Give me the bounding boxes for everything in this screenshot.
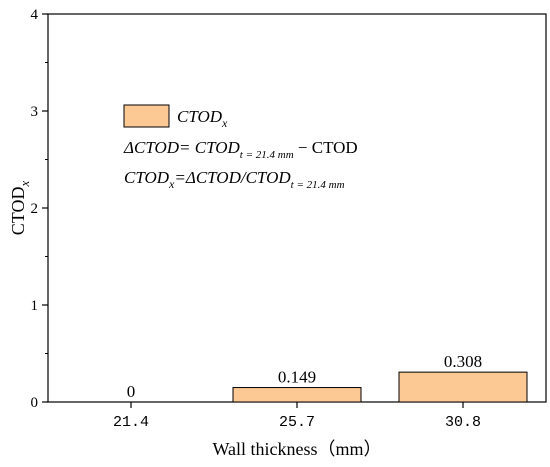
legend-formula-2-sub2: t = 21.4 mm bbox=[291, 179, 345, 191]
data-label: 0 bbox=[127, 382, 136, 401]
y-tick-label: 3 bbox=[31, 104, 39, 120]
legend-formula-1-sub: t = 21.4 mm bbox=[240, 149, 294, 161]
y-tick-label: 0 bbox=[31, 395, 39, 411]
y-axis-title-sub: x bbox=[17, 181, 32, 188]
legend-formula-1: ΔCTOD= CTODt = 21.4 mm − CTOD bbox=[123, 138, 358, 161]
legend-formula-1-rhs: − CTOD bbox=[294, 138, 358, 157]
y-tick-label: 2 bbox=[31, 201, 39, 217]
y-tick-label: 1 bbox=[31, 298, 39, 314]
bars bbox=[232, 371, 528, 403]
x-axis-ticks: 21.4 25.7 30.8 bbox=[113, 402, 481, 431]
legend-formula-1-lhs: ΔCTOD= CTOD bbox=[123, 138, 241, 157]
bar bbox=[232, 387, 362, 403]
plot-frame bbox=[47, 13, 547, 403]
legend-entry-sub: x bbox=[221, 116, 228, 130]
legend-formula-2-main: CTOD bbox=[124, 168, 170, 187]
legend-formula-2: CTODx=ΔCTOD/CTODt = 21.4 mm bbox=[124, 168, 345, 191]
data-label: 0.149 bbox=[278, 368, 316, 387]
y-axis-title: CTODx bbox=[8, 181, 32, 236]
x-tick-label: 25.7 bbox=[279, 414, 315, 431]
y-tick-label: 4 bbox=[31, 7, 39, 23]
y-axis-title-main: CTOD bbox=[8, 187, 28, 236]
legend-formula-2-mid: =ΔCTOD/CTOD bbox=[174, 168, 291, 187]
data-label: 0.308 bbox=[444, 352, 482, 371]
x-tick-label: 21.4 bbox=[113, 414, 149, 431]
x-axis-title: Wall thickness（mm） bbox=[212, 439, 381, 459]
data-labels: 0 0.149 0.308 bbox=[127, 352, 482, 401]
legend: CTODx ΔCTOD= CTODt = 21.4 mm − CTOD CTOD… bbox=[123, 104, 358, 191]
legend-swatch bbox=[123, 104, 170, 128]
legend-entry-main: CTOD bbox=[177, 107, 223, 126]
bar bbox=[398, 371, 528, 403]
y-axis-ticks: 0 1 2 3 4 bbox=[31, 7, 48, 411]
x-tick-label: 30.8 bbox=[445, 414, 481, 431]
legend-formula-2-sub1: x bbox=[168, 177, 175, 191]
legend-entry: CTODx bbox=[177, 107, 228, 130]
